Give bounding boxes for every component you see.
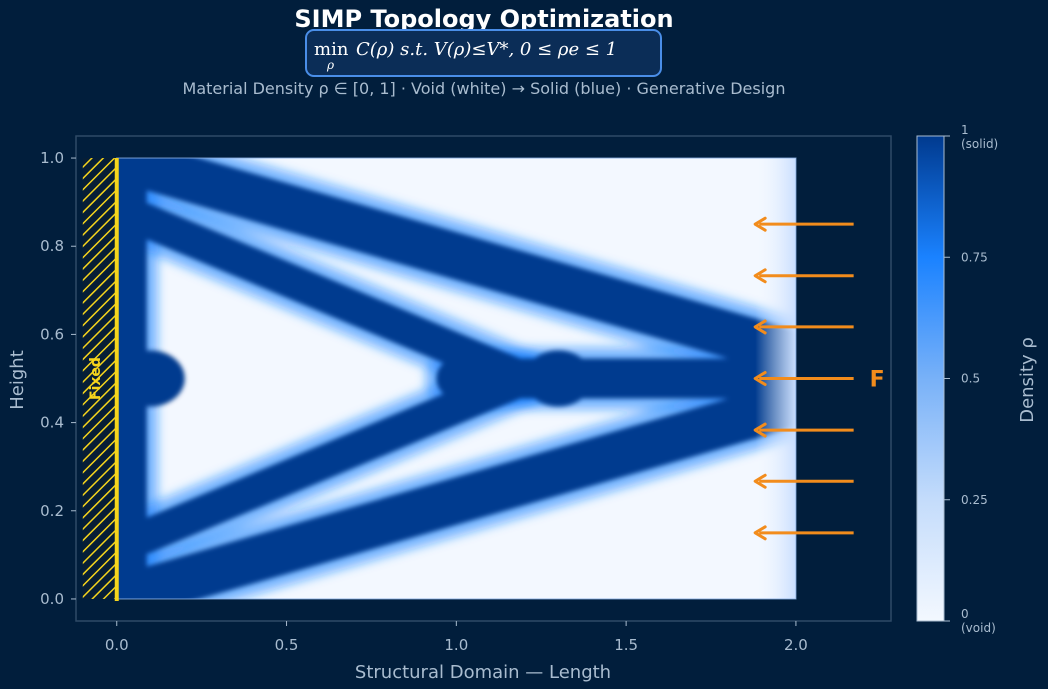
colorbar [916,135,945,622]
member-joint [116,570,151,599]
member-joint [116,158,151,187]
load-arrow-head [753,268,767,284]
colorbar-tick-sublabel: (void) [961,621,996,635]
load-arrows [753,216,854,541]
load-arrow-head [753,216,767,232]
load-arrow [753,268,854,284]
colorbar-tick-label: 0.75 [961,250,988,264]
load-arrow-head [753,371,767,386]
y-axis-label: Height [7,350,28,410]
load-arrow-head [753,525,767,541]
member-joint [524,350,593,407]
x-tick-label: 1.5 [614,636,638,654]
formula-min: min [314,39,349,60]
x-tick-label: 2.0 [784,636,808,654]
x-axis-label: Structural Domain — Length [355,662,611,683]
colorbar-tick-label: 1 [961,123,969,137]
colorbar-label: Density ρ [1017,337,1038,423]
load-arrow-head [753,473,767,489]
load-arrow [753,319,854,335]
y-tick-label: 0.8 [40,237,64,255]
member-lower-brace [126,361,542,555]
member-top-chord [116,158,796,376]
density-heatmap [116,158,796,599]
y-tick-label: 0.2 [40,502,64,520]
force-label: F [870,368,885,393]
chart-subtitle: Material Density ρ ∈ [0, 1] · Void (whit… [183,79,786,98]
x-tick-label: 0.0 [105,636,129,654]
load-arrow [753,371,854,386]
fixed-support-hatch [82,158,117,599]
load-arrow [753,216,854,232]
colorbar-tick-label: 0.25 [961,493,988,507]
colorbar-tick-label: 0.5 [961,372,980,386]
member-cores [116,158,796,599]
member-bottom-chord [116,381,796,599]
y-tick-label: 1.0 [40,149,64,167]
x-axis-ticks: 0.0 0.5 1.0 1.5 2.0 [105,621,808,654]
formula-subscript: ρ [326,58,334,72]
member-upper-brace [126,202,542,396]
load-arrow-head [753,422,767,438]
fixed-label: Fixed [88,357,104,400]
load-arrow [753,473,854,489]
y-tick-label: 0.6 [40,325,64,343]
member-joint [116,350,185,407]
x-tick-label: 1.0 [444,636,468,654]
chart-title: SIMP Topology Optimization [294,5,673,33]
x-tick-label: 0.5 [275,636,299,654]
load-arrow [753,525,854,541]
colorbar-tick-sublabel: (solid) [961,137,998,151]
y-tick-label: 0.0 [40,590,64,608]
formula-box: min ρ C(ρ) s.t. V(ρ)≤V*, 0 ≤ ρe ≤ 1 [305,29,662,77]
y-axis-ticks: 0.0 0.2 0.4 0.6 0.8 1.0 [40,149,76,608]
y-tick-label: 0.4 [40,414,64,432]
colorbar-ticks: 1(solid) 0.75 0.5 0.25 0(void) [944,123,998,635]
colorbar-tick-label: 0 [961,607,969,621]
formula-body: C(ρ) s.t. V(ρ)≤V*, 0 ≤ ρe ≤ 1 [356,39,617,60]
load-arrow-head [753,319,767,335]
load-arrow [753,422,854,438]
